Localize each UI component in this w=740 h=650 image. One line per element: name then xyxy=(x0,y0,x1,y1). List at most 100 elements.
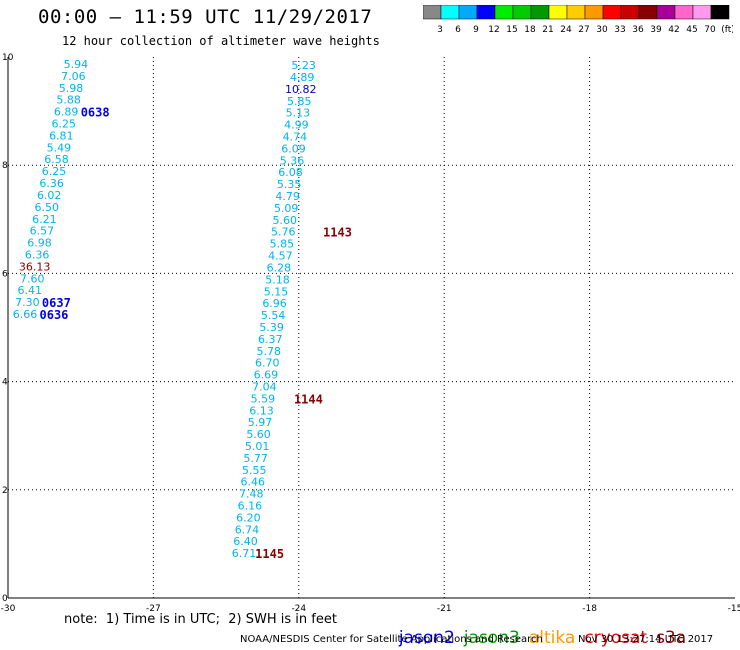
swh-value-label: 6.37 xyxy=(258,333,283,346)
note-text: note: 1) Time is in UTC; 2) SWH is in fe… xyxy=(64,612,337,627)
y-tick-label: 8 xyxy=(2,161,8,171)
swh-value-label: 6.66 xyxy=(13,308,38,321)
chart-title: 00:00 – 11:59 UTC 11/29/2017 xyxy=(38,6,373,28)
y-tick-label: 6 xyxy=(2,269,8,279)
swh-value-label: 5.54 xyxy=(261,309,286,322)
colorbar-label: 45 xyxy=(686,25,697,35)
y-tick-label: 2 xyxy=(2,486,8,496)
swh-value-label: 6.98 xyxy=(27,237,52,250)
swh-value-label: 5.94 xyxy=(64,58,89,71)
swh-value-label: 5.23 xyxy=(291,59,316,72)
swh-value-label: 7.60 xyxy=(20,272,45,285)
legend-altika: altika xyxy=(528,628,576,648)
swh-value-label: 6.69 xyxy=(254,369,279,382)
swh-value-label: 7.06 xyxy=(61,70,86,83)
swh-value-label: 4.99 xyxy=(284,119,309,132)
legend-s3a: s3a xyxy=(656,628,687,648)
swh-value-label: 5.59 xyxy=(251,392,276,405)
swh-value-label: 6.02 xyxy=(37,189,62,202)
colorbar-label: 3 xyxy=(437,25,443,35)
legend-jason2: jason2 xyxy=(398,628,455,648)
legend-cryosat: cryosat xyxy=(584,628,648,648)
colorbar-label: 21 xyxy=(542,25,553,35)
colorbar-swatch xyxy=(710,5,730,20)
colorbar-label: 70 xyxy=(704,25,716,35)
pass-time-label: 1145 xyxy=(255,547,284,561)
y-tick-label: 0 xyxy=(2,594,8,604)
swh-value-label: 10.82 xyxy=(285,83,317,96)
x-tick-label: -21 xyxy=(437,604,452,614)
colorbar-label: 12 xyxy=(488,25,499,35)
swh-value-label: 5.18 xyxy=(265,273,290,286)
swh-value-label: 5.09 xyxy=(274,202,299,215)
swh-value-label: 5.77 xyxy=(243,452,268,465)
swh-value-label: 5.85 xyxy=(287,95,312,108)
pass-time-label: 1143 xyxy=(323,226,352,240)
satellite-legend: jason2 jason3 altika cryosat s3a xyxy=(388,608,695,648)
swh-value-label: 5.15 xyxy=(264,285,289,298)
colorbar-label: 15 xyxy=(506,25,517,35)
swh-value-label: 6.16 xyxy=(238,499,263,512)
swh-value-label: 4.79 xyxy=(275,190,300,203)
colorbar-label: 30 xyxy=(596,25,608,35)
swh-value-label: 6.25 xyxy=(42,165,67,178)
colorbar-label: (ft) xyxy=(721,25,733,35)
swh-value-label: 5.97 xyxy=(248,416,273,429)
swh-value-label: 6.21 xyxy=(32,213,57,226)
swh-value-label: 36.13 xyxy=(19,260,51,273)
colorbar-label: 27 xyxy=(578,25,589,35)
swh-value-label: 5.85 xyxy=(270,238,295,251)
timestamp-text: Nov 30 13:27:14 UTC 2017 xyxy=(578,634,714,645)
colorbar-label: 24 xyxy=(560,25,572,35)
swh-value-label: 4.74 xyxy=(283,131,308,144)
x-tick-label: -18 xyxy=(582,604,597,614)
swh-value-label: 6.57 xyxy=(30,225,55,238)
swh-value-label: 6.36 xyxy=(25,248,50,261)
swh-value-label: 6.20 xyxy=(236,511,261,524)
x-tick-label: -24 xyxy=(291,604,306,614)
legend-jason3: jason3 xyxy=(463,628,520,648)
y-tick-label: 10 xyxy=(2,53,14,63)
swh-value-label: 5.35 xyxy=(277,178,302,191)
swh-value-label: 7.04 xyxy=(252,380,277,393)
swh-value-label: 6.70 xyxy=(255,357,280,370)
x-tick-label: -27 xyxy=(146,604,161,614)
swh-value-label: 6.50 xyxy=(35,201,60,214)
swh-value-label: 6.08 xyxy=(278,166,303,179)
swh-value-label: 5.13 xyxy=(286,107,311,120)
swh-value-label: 7.30 xyxy=(15,296,40,309)
swh-value-label: 6.13 xyxy=(249,404,274,417)
y-tick-label: 4 xyxy=(2,378,8,388)
x-tick-label: -30 xyxy=(1,604,16,614)
colorbar-label: 6 xyxy=(455,25,461,35)
swh-value-label: 5.49 xyxy=(47,141,72,154)
colorbar-label: 18 xyxy=(524,25,536,35)
swh-value-label: 5.01 xyxy=(245,440,270,453)
swh-value-label: 5.39 xyxy=(259,321,284,334)
swh-value-label: 6.25 xyxy=(51,118,76,131)
swh-value-label: 4.57 xyxy=(268,250,293,263)
swh-value-label: 6.71 xyxy=(232,547,257,560)
pass-time-label: 0638 xyxy=(81,106,110,120)
swh-value-label: 4.89 xyxy=(290,71,315,84)
pass-time-label: 0636 xyxy=(40,308,69,322)
swh-value-label: 6.81 xyxy=(49,129,74,142)
swh-value-label: 5.78 xyxy=(257,345,282,358)
swh-value-label: 6.96 xyxy=(262,297,287,310)
pass-time-label: 0637 xyxy=(42,296,71,310)
swh-value-label: 6.09 xyxy=(281,142,306,155)
swh-value-label: 6.46 xyxy=(241,476,266,489)
swh-value-label: 5.36 xyxy=(280,154,305,167)
colorbar-label: 9 xyxy=(473,25,479,35)
swh-value-label: 6.41 xyxy=(18,284,43,297)
colorbar-label: 39 xyxy=(650,25,662,35)
swh-value-label: 5.88 xyxy=(56,94,81,107)
swh-value-label: 5.60 xyxy=(246,428,271,441)
pass-time-label: 1144 xyxy=(294,392,323,406)
swh-value-label: 6.74 xyxy=(235,523,260,536)
swh-value-label: 5.98 xyxy=(59,82,84,95)
swh-value-label: 5.55 xyxy=(242,464,267,477)
swh-value-label: 6.58 xyxy=(44,153,69,166)
